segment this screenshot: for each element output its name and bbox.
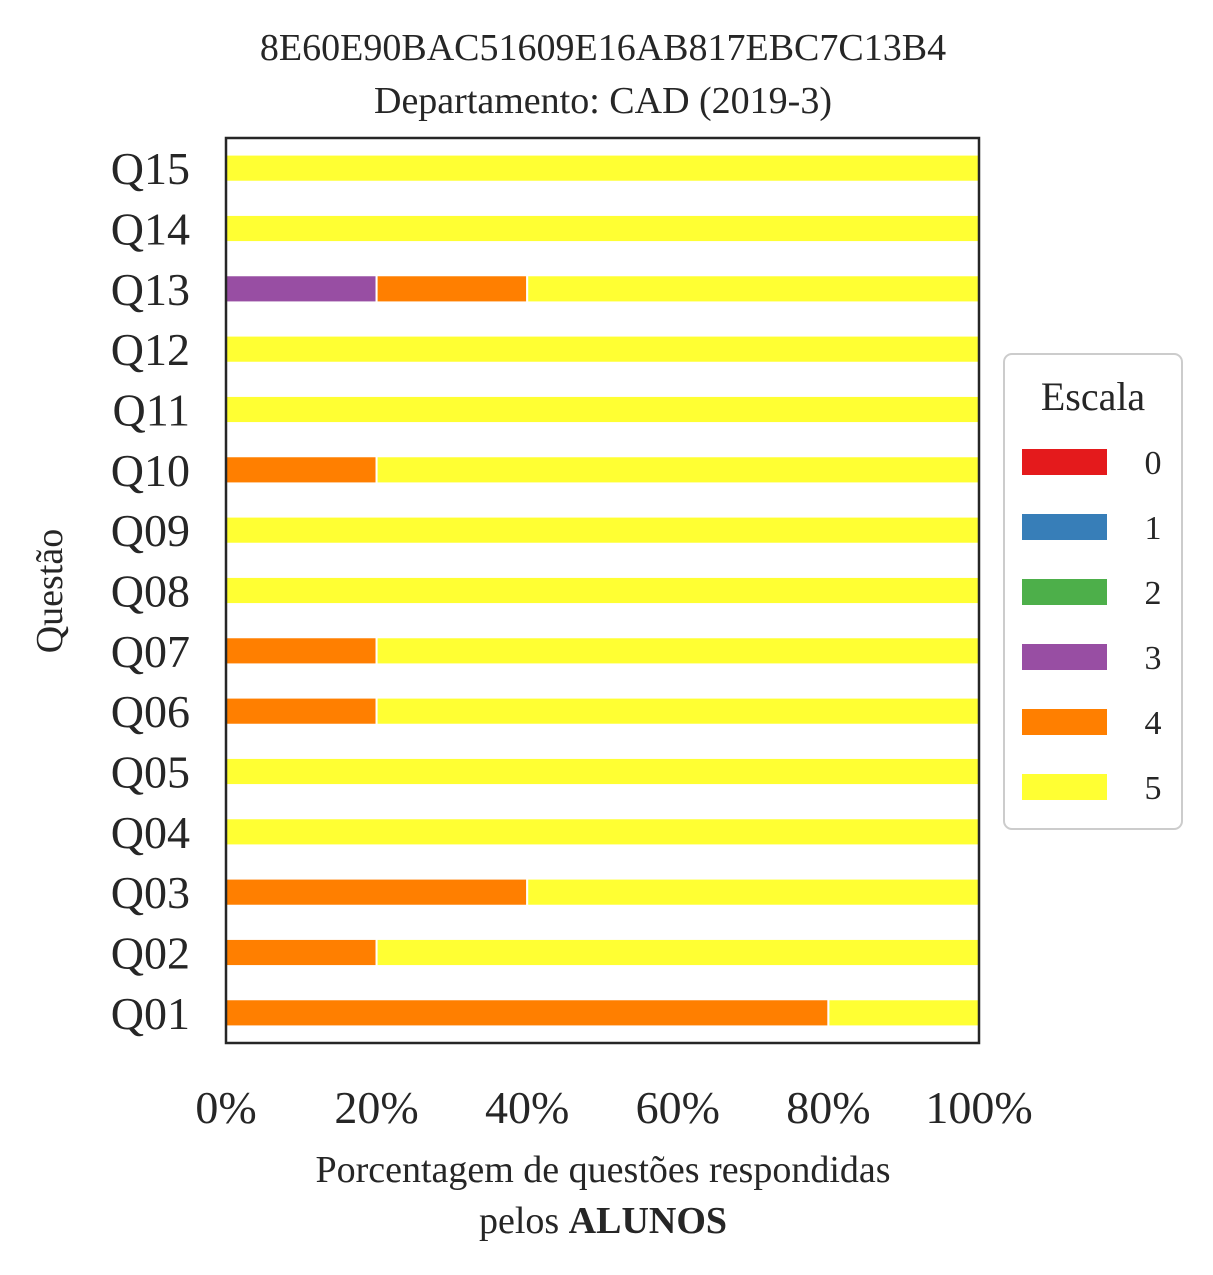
legend-items: 0 1 2 3 4 5 bbox=[1022, 445, 1162, 807]
bar-segment-q03-escala-5 bbox=[526, 877, 980, 907]
legend-swatch-4 bbox=[1022, 709, 1107, 735]
bar-segment-q09-escala-5 bbox=[225, 515, 980, 545]
y-axis-label: Questão bbox=[29, 529, 71, 654]
y-tick-label: Q14 bbox=[111, 204, 190, 255]
x-tick-label: 60% bbox=[636, 1082, 720, 1133]
bar-segment-q01-escala-5 bbox=[827, 998, 981, 1028]
y-tick-label: Q13 bbox=[111, 264, 190, 315]
legend-swatch-5 bbox=[1022, 774, 1107, 800]
bar-segment-q05-escala-5 bbox=[225, 756, 980, 787]
legend: Escala 0 1 2 3 4 5 bbox=[1003, 353, 1183, 830]
bar-segment-q13-escala-4 bbox=[375, 274, 529, 304]
bar-segment-q08-escala-5 bbox=[225, 575, 980, 606]
x-axis-label-line2: pelos ALUNOS bbox=[479, 1200, 727, 1242]
legend-swatch-0 bbox=[1022, 449, 1107, 475]
y-tick-label: Q07 bbox=[111, 626, 190, 677]
x-axis-label-line1: Porcentagem de questões respondidas bbox=[315, 1149, 890, 1191]
plot-frame bbox=[224, 136, 981, 1045]
bar-segment-q13-escala-3 bbox=[225, 274, 378, 304]
bar-segment-q01-escala-4 bbox=[225, 998, 830, 1028]
legend-label-1: 1 bbox=[1145, 510, 1162, 547]
chart-subtitle: Departamento: CAD (2019-3) bbox=[374, 80, 832, 122]
legend-label-2: 2 bbox=[1145, 575, 1162, 612]
y-tick-label: Q01 bbox=[111, 988, 190, 1039]
bar-segment-q12-escala-5 bbox=[225, 334, 980, 364]
y-tick-label: Q03 bbox=[111, 867, 190, 918]
y-tick-label: Q05 bbox=[111, 747, 190, 798]
x-tick-label: 80% bbox=[786, 1082, 870, 1133]
y-tick-label: Q09 bbox=[111, 505, 190, 556]
y-tick-label: Q11 bbox=[112, 385, 190, 436]
legend-swatch-1 bbox=[1022, 514, 1107, 540]
y-tick-label: Q15 bbox=[111, 143, 190, 194]
y-tick-label: Q04 bbox=[111, 807, 190, 858]
legend-swatch-3 bbox=[1022, 644, 1107, 670]
bar-segment-q07-escala-4 bbox=[225, 636, 378, 666]
bar-segment-q13-escala-5 bbox=[526, 274, 980, 304]
x-tick-labels: 0% 20% 40% 60% 80% 100% bbox=[195, 1082, 1032, 1133]
chart-title: 8E60E90BAC51609E16AB817EBC7C13B4 bbox=[260, 27, 946, 69]
bar-segment-q14-escala-5 bbox=[225, 213, 980, 244]
x-axis-label-bold: ALUNOS bbox=[569, 1200, 727, 1242]
bar-segment-q06-escala-5 bbox=[375, 696, 981, 726]
bar-segment-q15-escala-5 bbox=[225, 153, 980, 183]
legend-label-5: 5 bbox=[1145, 770, 1162, 807]
legend-label-0: 0 bbox=[1145, 445, 1162, 482]
bar-segment-q02-escala-5 bbox=[375, 937, 981, 968]
y-tick-labels: Q01 Q02 Q03 Q04 Q05 Q06 Q07 Q08 Q09 Q10 Q11 Q12 Q13 Q… bbox=[111, 143, 190, 1039]
y-tick-label: Q10 bbox=[111, 445, 190, 496]
x-tick-label: 0% bbox=[195, 1082, 256, 1133]
bar-segment-q07-escala-5 bbox=[375, 636, 981, 666]
legend-label-3: 3 bbox=[1145, 640, 1162, 677]
x-axis-label-prefix: pelos bbox=[479, 1200, 569, 1242]
bars-group bbox=[225, 153, 981, 1028]
x-tick-label: 20% bbox=[334, 1082, 418, 1133]
bar-segment-q10-escala-4 bbox=[225, 455, 378, 485]
legend-title: Escala bbox=[1041, 374, 1146, 419]
y-tick-label: Q08 bbox=[111, 566, 190, 617]
bar-segment-q10-escala-5 bbox=[375, 455, 981, 485]
bar-segment-q02-escala-4 bbox=[225, 937, 378, 968]
y-tick-label: Q02 bbox=[111, 928, 190, 979]
y-tick-label: Q12 bbox=[111, 324, 190, 375]
bar-segment-q04-escala-5 bbox=[225, 817, 980, 847]
y-tick-label: Q06 bbox=[111, 686, 190, 737]
legend-label-4: 4 bbox=[1145, 705, 1162, 742]
x-tick-label: 40% bbox=[485, 1082, 569, 1133]
bar-segment-q06-escala-4 bbox=[225, 696, 378, 726]
legend-swatch-2 bbox=[1022, 579, 1107, 605]
bar-segment-q11-escala-5 bbox=[225, 394, 980, 425]
bar-segment-q03-escala-4 bbox=[225, 877, 529, 907]
x-tick-label: 100% bbox=[925, 1082, 1032, 1133]
